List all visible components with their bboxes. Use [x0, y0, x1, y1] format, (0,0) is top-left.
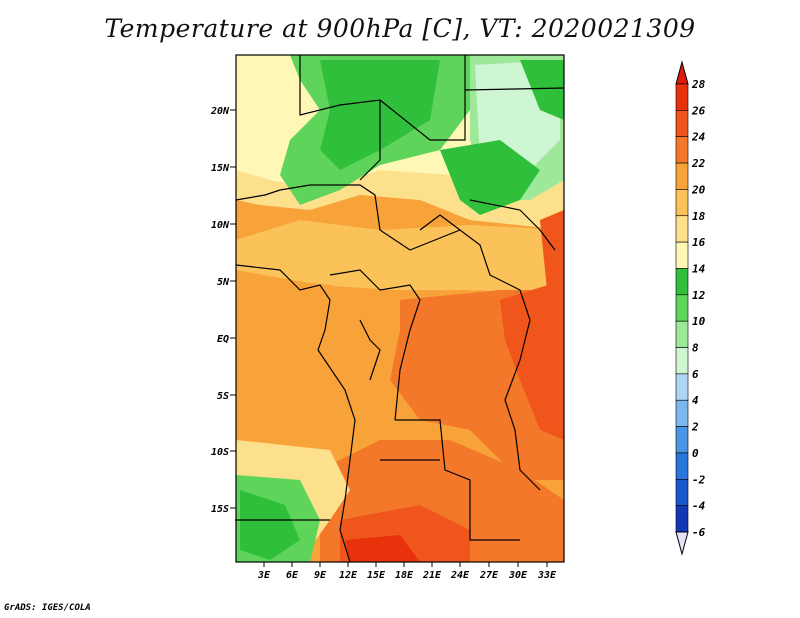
colorbar-swatch: [675, 347, 689, 375]
colorbar-max-arrow: [675, 60, 689, 85]
lon-label: 6E: [286, 570, 299, 581]
colorbar-swatch: [675, 399, 689, 427]
map-frame: [235, 54, 565, 563]
colorbar-label: 8: [692, 342, 699, 355]
colorbar-label: 2: [691, 421, 699, 434]
colorbar-swatch: [675, 162, 689, 190]
colorbar-label: 22: [691, 157, 706, 170]
colorbar-swatch: [675, 294, 689, 322]
colorbar-label: 0: [692, 447, 699, 460]
colorbar-label: 24: [691, 131, 706, 144]
lat-label: 20N: [210, 106, 230, 117]
country-borders: [235, 55, 565, 563]
lat-ticks: [230, 109, 236, 509]
colorbar-label: 26: [691, 104, 706, 117]
lat-label: 10S: [211, 447, 229, 458]
colorbar-label: 16: [692, 236, 706, 249]
lon-ticks: [263, 562, 548, 567]
temperature-field: [236, 55, 564, 562]
colorbar-swatch: [675, 215, 689, 243]
lat-label: 15S: [211, 504, 229, 515]
colorbar-swatch: [675, 110, 689, 138]
lon-label: 21E: [422, 570, 442, 581]
lon-labels: 3E 6E 9E 12E 15E 18E 21E 24E 27E 30E 33E: [257, 570, 557, 581]
colorbar-label: -6: [692, 526, 706, 539]
colorbar-label: 18: [692, 210, 706, 223]
colorbar-label: 14: [692, 262, 706, 275]
lat-labels: 20N 15N 10N 5N EQ 5S 10S 15S: [210, 106, 230, 515]
colorbar-label: 20: [691, 183, 706, 196]
colorbar-label: -2: [692, 473, 706, 486]
lon-label: 33E: [537, 570, 557, 581]
lon-label: 15E: [367, 570, 386, 581]
lat-label: 15N: [211, 163, 230, 174]
map-title: Temperature at 900hPa [C], VT: 202002130…: [104, 14, 696, 43]
lat-label: EQ: [217, 334, 229, 345]
colorbar-label: 6: [692, 368, 699, 381]
lat-label: 5N: [217, 277, 230, 288]
colorbar-swatch: [675, 136, 689, 164]
lon-label: 12E: [339, 570, 358, 581]
colorbar-label: 28: [691, 78, 706, 91]
colorbar-swatch: [675, 320, 689, 348]
colorbar-min-arrow: [675, 531, 689, 556]
colorbar-swatch: [675, 83, 689, 111]
colorbar-swatch: [675, 478, 689, 506]
lon-label: 27E: [479, 570, 499, 581]
colorbar-swatch: [675, 426, 689, 454]
colorbar-swatch: [675, 505, 689, 533]
colorbar-swatch: [675, 373, 689, 401]
lon-label: 9E: [314, 570, 327, 581]
lon-label: 30E: [508, 570, 528, 581]
colorbar-label: 12: [692, 289, 706, 302]
colorbar-label: -4: [692, 500, 706, 513]
colorbar-swatch: [675, 241, 689, 269]
lat-label: 5S: [217, 391, 229, 402]
lat-label: 10N: [211, 220, 230, 231]
lon-label: 24E: [450, 570, 470, 581]
colorbar-label: 10: [692, 315, 706, 328]
colorbar-swatch: [675, 268, 689, 296]
lon-label: 18E: [395, 570, 414, 581]
lon-label: 3E: [257, 570, 271, 581]
colorbar-swatch: [675, 189, 689, 217]
credit-text: GrADS: IGES/COLA: [4, 603, 91, 613]
colorbar-swatch: [675, 452, 689, 480]
colorbar-label: 4: [692, 394, 699, 407]
